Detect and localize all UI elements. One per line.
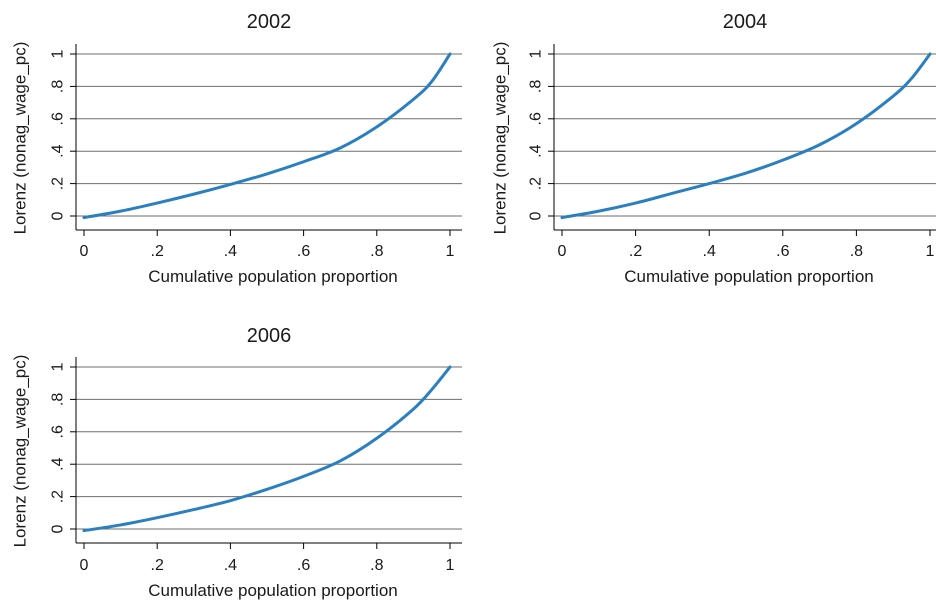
x-tick-label: .4: [224, 243, 237, 260]
x-axis-label: Cumulative population proportion: [148, 581, 398, 600]
y-tick-label: 1: [528, 49, 545, 58]
y-axis-label: Lorenz (nonag_wage_pc): [491, 42, 510, 235]
x-tick-label: .2: [151, 557, 164, 574]
chart-panel-2004: 2004 0 .2 .4 .6 .8 1 0 .2 .4 .6 .8 1 Cumulative popul…: [491, 11, 936, 286]
y-tick-label: .8: [50, 80, 67, 93]
chart-panel-2002: 2002 0 .2 .4 .6 .8 1 0 .2 .4 .6 .8 1 Cumulative popul…: [11, 11, 462, 286]
x-tick-label: .6: [297, 243, 310, 260]
x-tick-label: 1: [446, 243, 455, 260]
y-tick-label: .6: [528, 112, 545, 125]
panel-title: 2004: [723, 11, 768, 33]
y-tick-label: .8: [50, 393, 67, 406]
y-tick-label: 1: [50, 362, 67, 371]
x-axis-label: Cumulative population proportion: [624, 267, 874, 286]
y-tick-label: 1: [50, 49, 67, 58]
y-tick-label: .6: [50, 425, 67, 438]
x-tick-label: 0: [80, 243, 89, 260]
y-tick-label: 0: [50, 524, 67, 533]
x-tick-label: 1: [926, 243, 935, 260]
y-tick-label: .4: [50, 457, 67, 470]
x-tick-label: .8: [850, 243, 863, 260]
x-axis-label: Cumulative population proportion: [148, 267, 398, 286]
x-tick-label: .4: [703, 243, 716, 260]
x-tick-label: .8: [370, 557, 383, 574]
chart-panel-2006: 2006 0 .2 .4 .6 .8 1 0 .2 .4 .6 .8 1 Cumulative popul…: [11, 325, 462, 600]
lorenz-curve-line: [560, 52, 932, 220]
panel-title: 2002: [247, 11, 292, 33]
x-tick-label: .2: [629, 243, 642, 260]
y-tick-label: .2: [50, 177, 67, 190]
x-tick-label: .6: [776, 243, 789, 260]
y-tick-label: .2: [50, 490, 67, 503]
x-tick-label: 1: [446, 557, 455, 574]
y-tick-label: .6: [50, 112, 67, 125]
y-tick-label: .4: [50, 144, 67, 157]
y-tick-label: .4: [528, 144, 545, 157]
x-tick-label: 0: [558, 243, 567, 260]
x-tick-label: .4: [224, 557, 237, 574]
y-tick-label: 0: [528, 211, 545, 220]
x-tick-label: .2: [151, 243, 164, 260]
y-axis-label: Lorenz (nonag_wage_pc): [11, 355, 30, 548]
x-tick-label: 0: [80, 557, 89, 574]
panel-title: 2006: [247, 325, 292, 347]
y-tick-label: 0: [50, 211, 67, 220]
y-axis-label: Lorenz (nonag_wage_pc): [11, 42, 30, 235]
y-tick-label: .8: [528, 80, 545, 93]
x-tick-label: .8: [370, 243, 383, 260]
y-tick-label: .2: [528, 177, 545, 190]
lorenz-curve-line: [82, 52, 452, 220]
lorenz-curve-line: [82, 365, 452, 533]
x-tick-label: .6: [297, 557, 310, 574]
